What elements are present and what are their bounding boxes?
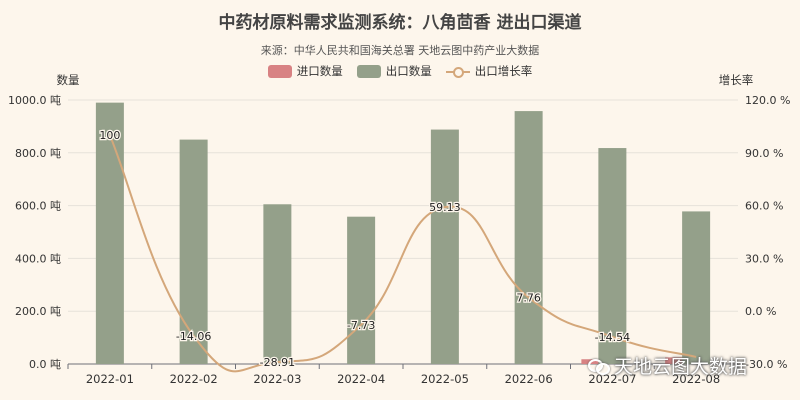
bar-export [514,111,543,364]
x-tick-label: 2022-07 [588,372,636,386]
y-left-tick-label: 600.0 吨 [15,200,61,213]
bar-export [430,129,459,364]
legend-item-export[interactable]: 出口数量 [356,63,432,79]
y-right-tick-label: 0.0 % [745,305,776,318]
legend-swatch-import [267,64,292,78]
x-tick-label: 2022-05 [421,372,469,386]
watermark-text: 天地云图大数据 [614,356,748,378]
bar-export [95,102,124,364]
legend-item-import[interactable]: 进口数量 [267,63,343,79]
y-left-tick-label: 400.0 吨 [15,252,61,265]
y-right-tick-label: 90.0 % [745,147,783,160]
legend-label-export: 出口数量 [385,64,432,78]
y-right-tick-label: 60.0 % [745,200,783,213]
x-tick-label: 2022-03 [253,372,301,386]
chart-title: 中药材原料需求监测系统：八角茴香 进出口渠道 [218,13,582,33]
x-tick-label: 2022-06 [505,372,553,386]
y-right-axis-name: 增长率 [719,73,754,87]
bar-export [347,216,376,364]
growth-data-label: 7.76 [516,292,541,305]
legend-item-growth[interactable]: 出口增长率 [445,63,533,79]
bar-import [665,357,694,364]
x-tick-label: 2022-02 [170,372,218,386]
legend-line-growth-icon [445,65,470,78]
growth-data-label: -14.54 [595,331,630,344]
y-right-tick-label: 120.0 % [745,94,790,107]
legend-label-import: 进口数量 [296,64,343,78]
y-right-tick-label: 30.0 % [745,252,783,265]
legend-swatch-export [356,64,381,78]
x-tick-label: 2022-01 [86,372,134,386]
growth-line [108,134,697,373]
chart-legend: 进口数量 出口数量 出口增长率 [0,63,800,79]
bar-export [179,139,208,364]
y-left-tick-label: 0.0 吨 [29,358,61,371]
growth-data-label: -7.73 [347,319,375,332]
bar-export [682,211,711,364]
y-left-tick-label: 800.0 吨 [15,147,61,160]
legend-label-growth: 出口增长率 [474,64,533,78]
wechat-icon [588,357,610,375]
y-right-tick-label: -30.0 % [745,358,787,371]
bar-export [263,204,292,364]
x-tick-label: 2022-08 [672,372,720,386]
growth-data-label: 59.13 [429,201,461,214]
growth-data-label: -28.91 [260,356,295,369]
bar-export [598,148,627,364]
y-left-tick-label: 200.0 吨 [15,305,61,318]
growth-data-label: -14.06 [176,330,211,343]
x-tick-label: 2022-04 [337,372,385,386]
growth-data-label: 100 [99,129,120,142]
y-left-axis-name: 数量 [57,73,80,87]
watermark: 天地云图大数据 [588,352,747,379]
chart-subtitle: 来源：中华人民共和国海关总署 天地云图中药产业大数据 [260,44,540,57]
y-left-tick-label: 1000.0 吨 [8,94,61,107]
